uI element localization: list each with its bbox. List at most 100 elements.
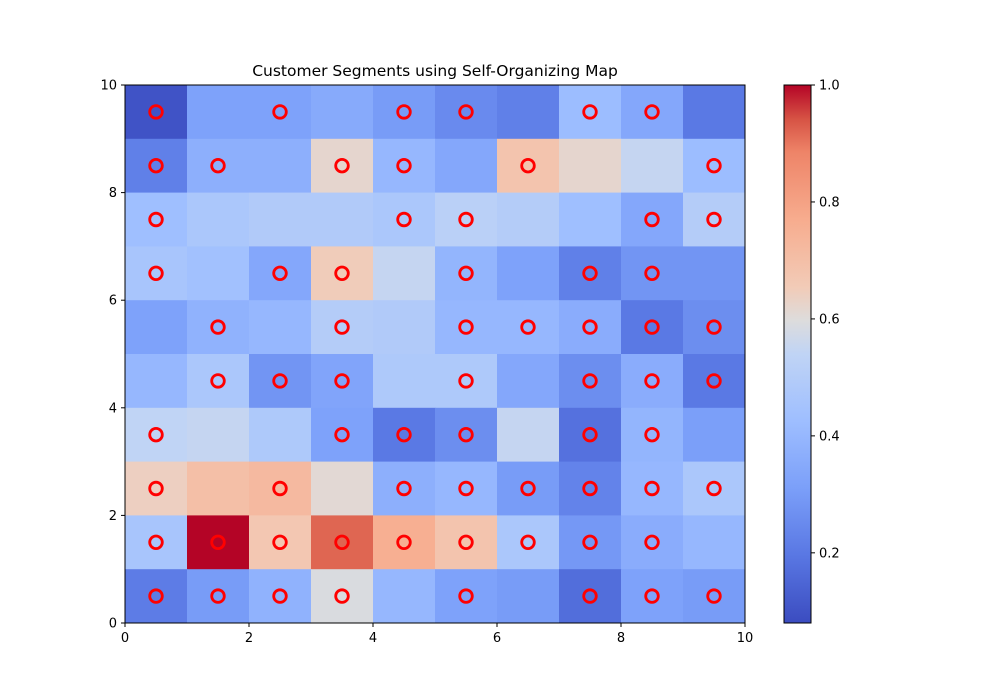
heatmap-cell	[435, 192, 498, 247]
heatmap-cell	[497, 85, 560, 140]
colorbar	[783, 84, 812, 624]
neuron-marker	[210, 373, 226, 389]
heatmap-cell	[373, 569, 436, 624]
heatmap-cell	[497, 246, 560, 301]
colorbar-tick-label: 0.2	[819, 546, 840, 561]
heatmap-cell	[249, 461, 312, 516]
y-tick-label: 2	[109, 509, 117, 524]
neuron-marker	[582, 373, 598, 389]
heatmap-cell	[683, 192, 746, 247]
neuron-marker	[582, 480, 598, 497]
neuron-marker	[706, 319, 722, 335]
neuron-marker	[396, 157, 412, 174]
heatmap-cell	[621, 461, 684, 516]
neuron-marker	[520, 157, 536, 174]
heatmap-cell	[311, 354, 374, 409]
heatmap-cell	[187, 192, 250, 247]
heatmap-cell	[125, 515, 188, 570]
heatmap-cell	[249, 300, 312, 355]
neuron-marker	[644, 588, 660, 604]
neuron-marker	[334, 373, 350, 389]
colorbar-tick-label: 0.8	[819, 195, 840, 210]
neuron-marker	[334, 588, 350, 604]
y-tick-label: 8	[109, 186, 117, 201]
neuron-marker	[706, 480, 722, 497]
heatmap-cell	[373, 85, 436, 140]
colorbar-tick-label: 0.6	[819, 312, 840, 327]
heatmap-cell	[249, 192, 312, 247]
neuron-marker	[334, 319, 350, 335]
heatmap-cell	[621, 246, 684, 301]
x-tick-label: 0	[121, 631, 129, 646]
y-tick-label: 0	[109, 617, 117, 632]
heatmap-cell	[683, 407, 746, 463]
heatmap-cell	[187, 354, 250, 409]
neuron-marker	[148, 104, 164, 120]
heatmap-cell	[187, 569, 250, 624]
neuron-marker	[396, 480, 412, 497]
heatmap-cell	[187, 461, 250, 516]
colorbar-axis: 0.2 0.4 0.6 0.8 1.0	[811, 79, 840, 561]
heatmap-cell	[559, 192, 622, 247]
heatmap-cell	[435, 461, 498, 516]
heatmap-cell	[497, 138, 560, 194]
heatmap-cell	[249, 138, 312, 194]
heatmap-cell	[559, 138, 622, 194]
heatmap-cell	[187, 407, 250, 463]
heatmap-cell	[125, 461, 188, 516]
heatmap-cell	[435, 300, 498, 355]
heatmap-cell	[621, 300, 684, 355]
neuron-marker	[210, 319, 226, 335]
heatmap-cell	[435, 569, 498, 624]
neuron-marker	[644, 480, 660, 497]
neuron-marker	[334, 265, 350, 282]
neuron-marker	[520, 534, 536, 551]
heatmap-cell	[497, 461, 560, 516]
heatmap-cell	[683, 569, 746, 624]
heatmap-cell	[497, 569, 560, 624]
heatmap-cell	[125, 407, 188, 463]
heatmap-cell	[125, 354, 188, 409]
heatmap-cell	[683, 461, 746, 516]
heatmap-cell	[621, 354, 684, 409]
heatmap-cell	[311, 300, 374, 355]
heatmap-cell	[683, 85, 746, 140]
heatmap-cell	[497, 407, 560, 463]
heatmap-cell	[249, 515, 312, 570]
neuron-marker	[582, 534, 598, 551]
heatmap-cell	[497, 354, 560, 409]
neuron-marker	[458, 480, 474, 497]
heatmap-cell	[249, 569, 312, 624]
heatmap-cell	[187, 300, 250, 355]
heatmap-cell	[683, 515, 746, 570]
y-tick-label: 10	[100, 79, 117, 94]
neuron-marker	[706, 211, 722, 228]
heatmap-cell	[373, 138, 436, 194]
heatmap-cell	[125, 246, 188, 301]
x-axis: 0 2 4 6 8 10	[121, 623, 753, 646]
heatmap-cell	[249, 246, 312, 301]
neuron-marker	[644, 373, 660, 389]
heatmap-cell	[559, 300, 622, 355]
neuron-marker	[458, 319, 474, 335]
heatmap-cell	[249, 407, 312, 463]
neuron-marker	[334, 534, 350, 551]
heatmap-cell	[559, 246, 622, 301]
colorbar-tick-label: 1.0	[819, 79, 840, 94]
heatmap-cell	[311, 192, 374, 247]
heatmap-cell	[435, 138, 498, 194]
neuron-marker	[272, 480, 288, 497]
heatmap-cell	[497, 192, 560, 247]
heatmap-cell	[373, 461, 436, 516]
heatmap-grid	[125, 85, 746, 624]
heatmap-cell	[559, 515, 622, 570]
heatmap-cell	[373, 192, 436, 247]
heatmap-cell	[125, 192, 188, 247]
neuron-marker	[458, 265, 474, 282]
heatmap-cell	[435, 354, 498, 409]
neuron-marker	[272, 265, 288, 282]
heatmap-cell	[249, 85, 312, 140]
neuron-marker	[458, 534, 474, 551]
x-tick-label: 10	[737, 631, 754, 646]
